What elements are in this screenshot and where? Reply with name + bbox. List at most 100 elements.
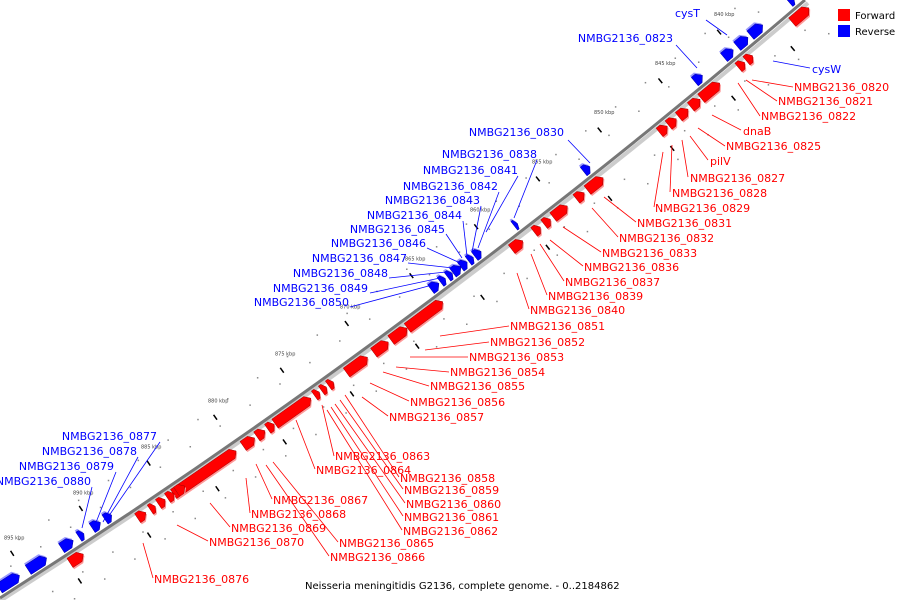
forward-gene[interactable] [387,326,408,345]
gene-label[interactable]: NMBG2136_0857 [389,411,484,424]
forward-gene[interactable] [324,378,335,391]
reverse-gene[interactable] [0,573,20,594]
forward-gene[interactable] [155,497,166,510]
gene-label[interactable]: NMBG2136_0856 [410,396,505,409]
gene-label[interactable]: NMBG2136_0850 [254,296,349,309]
forward-gene[interactable] [664,117,677,130]
gene-label[interactable]: NMBG2136_0844 [367,209,462,222]
gene-label[interactable]: NMBG2136_0822 [761,110,856,123]
reverse-gene[interactable] [58,538,74,554]
gene-label[interactable]: NMBG2136_0830 [469,126,564,139]
reverse-gene[interactable] [733,36,749,51]
gene-label[interactable]: NMBG2136_0869 [231,522,326,535]
gene-label[interactable]: NMBG2136_0876 [154,573,249,586]
forward-gene[interactable] [264,421,275,434]
gene-label[interactable]: NMBG2136_0848 [293,267,388,280]
gene-label[interactable]: NMBG2136_0825 [726,140,821,153]
forward-gene[interactable] [583,176,604,195]
gene-label[interactable]: NMBG2136_0842 [403,180,498,193]
gene-label[interactable]: NMBG2136_0838 [442,148,537,161]
reverse-gene[interactable] [24,555,47,575]
gene-label[interactable]: NMBG2136_0859 [404,484,499,497]
forward-gene[interactable] [530,224,541,237]
forward-gene[interactable] [686,97,701,112]
gene-label[interactable]: NMBG2136_0841 [423,164,518,177]
gene-label[interactable]: NMBG2136_0832 [619,232,714,245]
forward-gene[interactable] [370,340,389,358]
gene-label[interactable]: NMBG2136_0877 [62,430,157,443]
gene-label[interactable]: NMBG2136_0839 [548,290,643,303]
gene-label[interactable]: NMBG2136_0864 [316,464,411,477]
gene-label[interactable]: NMBG2136_0828 [672,187,767,200]
gene-label[interactable]: NMBG2136_0862 [403,525,498,538]
gene-label[interactable]: NMBG2136_0858 [400,472,495,485]
gene-label[interactable]: NMBG2136_0845 [350,223,445,236]
gene-label[interactable]: NMBG2136_0865 [339,537,434,550]
gene-label[interactable]: NMBG2136_0837 [565,276,660,289]
gene-label[interactable]: cysT [675,7,700,20]
gene-label[interactable]: NMBG2136_0863 [335,450,430,463]
gene-label[interactable]: NMBG2136_0836 [584,261,679,274]
forward-gene[interactable] [271,396,312,429]
reverse-gene[interactable] [470,249,482,261]
gene-label[interactable]: NMBG2136_0833 [602,247,697,260]
forward-gene[interactable] [403,299,443,333]
gene-label[interactable]: NMBG2136_0846 [331,237,426,250]
gene-label[interactable]: NMBG2136_0855 [430,380,525,393]
forward-gene[interactable] [572,191,585,204]
reverse-gene[interactable] [427,281,440,294]
gene-label[interactable]: NMBG2136_0823 [578,32,673,45]
gene-label[interactable]: NMBG2136_0849 [273,282,368,295]
forward-gene[interactable] [674,107,689,122]
gene-label[interactable]: NMBG2136_0820 [794,81,889,94]
gene-label[interactable]: NMBG2136_0829 [655,202,750,215]
gene-label[interactable]: NMBG2136_0870 [209,536,304,549]
gene-label[interactable]: NMBG2136_0878 [42,445,137,458]
gene-label[interactable]: NMBG2136_0880 [0,475,91,488]
reverse-gene[interactable] [510,219,520,231]
reverse-gene[interactable] [786,0,796,7]
gene-label[interactable]: NMBG2136_0861 [404,511,499,524]
reverse-gene[interactable] [579,164,591,177]
gene-label[interactable]: NMBG2136_0879 [19,460,114,473]
reverse-gene[interactable] [690,73,703,87]
forward-gene[interactable] [742,53,754,66]
reverse-gene[interactable] [457,259,468,272]
gene-label[interactable]: NMBG2136_0866 [330,551,425,564]
forward-gene[interactable] [788,6,810,27]
gene-label[interactable]: NMBG2136_0867 [273,494,368,507]
reverse-gene[interactable] [88,520,101,533]
gene-label[interactable]: pilV [710,155,731,168]
gene-label[interactable]: NMBG2136_0840 [530,304,625,317]
forward-gene[interactable] [164,490,175,503]
gene-label[interactable]: NMBG2136_0821 [778,95,873,108]
reverse-gene[interactable] [443,270,454,282]
forward-gene[interactable] [507,239,524,254]
reverse-gene[interactable] [720,48,734,62]
gene-label[interactable]: NMBG2136_0868 [251,508,346,521]
forward-gene[interactable] [310,389,321,401]
forward-gene[interactable] [170,449,237,499]
forward-gene[interactable] [540,217,551,229]
reverse-gene[interactable] [464,254,475,266]
reverse-gene[interactable] [746,23,763,40]
forward-gene[interactable] [317,384,328,396]
gene-label[interactable]: NMBG2136_0831 [637,217,732,230]
gene-label[interactable]: NMBG2136_0854 [450,366,545,379]
gene-label[interactable]: NMBG2136_0843 [385,194,480,207]
gene-label[interactable]: NMBG2136_0851 [510,320,605,333]
gene-label[interactable]: NMBG2136_0852 [490,336,585,349]
gene-label[interactable]: NMBG2136_0827 [690,172,785,185]
reverse-gene[interactable] [75,530,85,542]
forward-gene[interactable] [134,510,147,524]
forward-gene[interactable] [146,503,157,515]
forward-gene[interactable] [697,81,720,103]
gene-label[interactable]: NMBG2136_0847 [312,252,407,265]
forward-gene[interactable] [342,355,368,378]
gene-label[interactable]: cysW [812,63,841,76]
gene-label[interactable]: NMBG2136_0860 [406,498,501,511]
forward-gene[interactable] [239,436,255,451]
forward-gene[interactable] [549,204,568,222]
forward-gene[interactable] [173,484,186,497]
forward-gene[interactable] [66,552,84,568]
